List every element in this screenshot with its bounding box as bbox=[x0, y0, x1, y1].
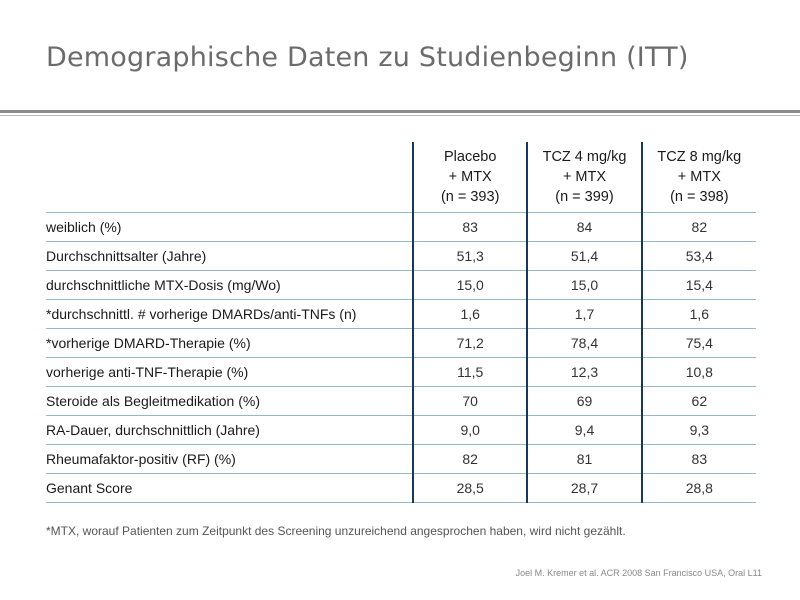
cell-tcz4: 51,4 bbox=[526, 241, 642, 271]
cell-tcz4: 81 bbox=[526, 444, 642, 474]
row-label: *durchschnittl. # vorherige DMARDs/anti-… bbox=[46, 299, 414, 329]
column-header-line: Placebo bbox=[443, 149, 497, 165]
row-label: *vorherige DMARD-Therapie (%) bbox=[46, 328, 414, 358]
cell-placebo: 83 bbox=[412, 212, 528, 242]
cell-placebo: 51,3 bbox=[412, 241, 528, 271]
column-header-tcz8: TCZ 8 mg/kg + MTX (n = 398) bbox=[640, 142, 756, 213]
cell-tcz8: 15,4 bbox=[640, 270, 756, 300]
cell-tcz4: 78,4 bbox=[526, 328, 642, 358]
cell-placebo: 9,0 bbox=[412, 415, 528, 445]
column-header-placebo: Placebo + MTX (n = 393) bbox=[412, 142, 528, 213]
cell-tcz8: 28,8 bbox=[640, 473, 756, 503]
demographics-table: Placebo + MTX (n = 393) TCZ 4 mg/kg + MT… bbox=[46, 142, 756, 503]
cell-tcz8: 83 bbox=[640, 444, 756, 474]
cell-tcz4: 69 bbox=[526, 386, 642, 416]
cell-placebo: 70 bbox=[412, 386, 528, 416]
cell-placebo: 1,6 bbox=[412, 299, 528, 329]
table-row: Rheumafaktor-positiv (RF) (%) 82 81 83 bbox=[46, 444, 756, 474]
cell-tcz4: 1,7 bbox=[526, 299, 642, 329]
table-row: vorherige anti-TNF-Therapie (%) 11,5 12,… bbox=[46, 357, 756, 387]
cell-tcz8: 62 bbox=[640, 386, 756, 416]
cell-tcz4: 15,0 bbox=[526, 270, 642, 300]
cell-tcz4: 84 bbox=[526, 212, 642, 242]
cell-tcz4: 9,4 bbox=[526, 415, 642, 445]
row-label: Genant Score bbox=[46, 473, 414, 503]
cell-tcz4: 12,3 bbox=[526, 357, 642, 387]
table-row: Genant Score 28,5 28,7 28,8 bbox=[46, 473, 756, 503]
column-header-line: + MTX bbox=[562, 169, 607, 185]
cell-tcz4: 28,7 bbox=[526, 473, 642, 503]
row-label: Durchschnittsalter (Jahre) bbox=[46, 241, 414, 271]
column-header-line: TCZ 8 mg/kg bbox=[657, 149, 742, 165]
column-header-line: + MTX bbox=[448, 169, 492, 185]
cell-placebo: 15,0 bbox=[412, 270, 528, 300]
column-header-line: (n = 398) bbox=[670, 189, 729, 205]
cell-tcz8: 82 bbox=[640, 212, 756, 242]
footnote: *MTX, worauf Patienten zum Zeitpunkt des… bbox=[46, 524, 626, 538]
column-header-line: + MTX bbox=[677, 169, 721, 185]
cell-tcz8: 10,8 bbox=[640, 357, 756, 387]
cell-placebo: 82 bbox=[412, 444, 528, 474]
column-header-line: (n = 399) bbox=[555, 189, 614, 205]
cell-tcz8: 9,3 bbox=[640, 415, 756, 445]
table-row: *durchschnittl. # vorherige DMARDs/anti-… bbox=[46, 299, 756, 329]
table-row: Steroide als Begleitmedikation (%) 70 69… bbox=[46, 386, 756, 416]
table-row: RA-Dauer, durchschnittlich (Jahre) 9,0 9… bbox=[46, 415, 756, 445]
source-citation: Joel M. Kremer et al. ACR 2008 San Franc… bbox=[515, 568, 762, 578]
header-blank-cell bbox=[46, 142, 413, 213]
row-label: vorherige anti-TNF-Therapie (%) bbox=[46, 357, 414, 387]
cell-placebo: 71,2 bbox=[412, 328, 528, 358]
table-header-row: Placebo + MTX (n = 393) TCZ 4 mg/kg + MT… bbox=[46, 142, 756, 213]
column-header-tcz4: TCZ 4 mg/kg + MTX (n = 399) bbox=[526, 142, 642, 213]
page-title: Demographische Daten zu Studienbeginn (I… bbox=[46, 42, 689, 73]
column-header-line: (n = 393) bbox=[440, 189, 500, 205]
table-row: weiblich (%) 83 84 82 bbox=[46, 212, 756, 242]
row-label: Rheumafaktor-positiv (RF) (%) bbox=[46, 444, 414, 474]
row-label: weiblich (%) bbox=[46, 212, 414, 242]
table-row: durchschnittliche MTX-Dosis (mg/Wo) 15,0… bbox=[46, 270, 756, 300]
cell-placebo: 28,5 bbox=[412, 473, 528, 503]
row-label: RA-Dauer, durchschnittlich (Jahre) bbox=[46, 415, 414, 445]
title-divider-thin bbox=[0, 115, 800, 116]
table-row: Durchschnittsalter (Jahre) 51,3 51,4 53,… bbox=[46, 241, 756, 271]
title-divider bbox=[0, 110, 800, 113]
cell-tcz8: 53,4 bbox=[640, 241, 756, 271]
row-label: Steroide als Begleitmedikation (%) bbox=[46, 386, 414, 416]
cell-placebo: 11,5 bbox=[412, 357, 528, 387]
table-row: *vorherige DMARD-Therapie (%) 71,2 78,4 … bbox=[46, 328, 756, 358]
row-label: durchschnittliche MTX-Dosis (mg/Wo) bbox=[46, 270, 414, 300]
column-header-line: TCZ 4 mg/kg bbox=[542, 149, 627, 165]
cell-tcz8: 75,4 bbox=[640, 328, 756, 358]
cell-tcz8: 1,6 bbox=[640, 299, 756, 329]
